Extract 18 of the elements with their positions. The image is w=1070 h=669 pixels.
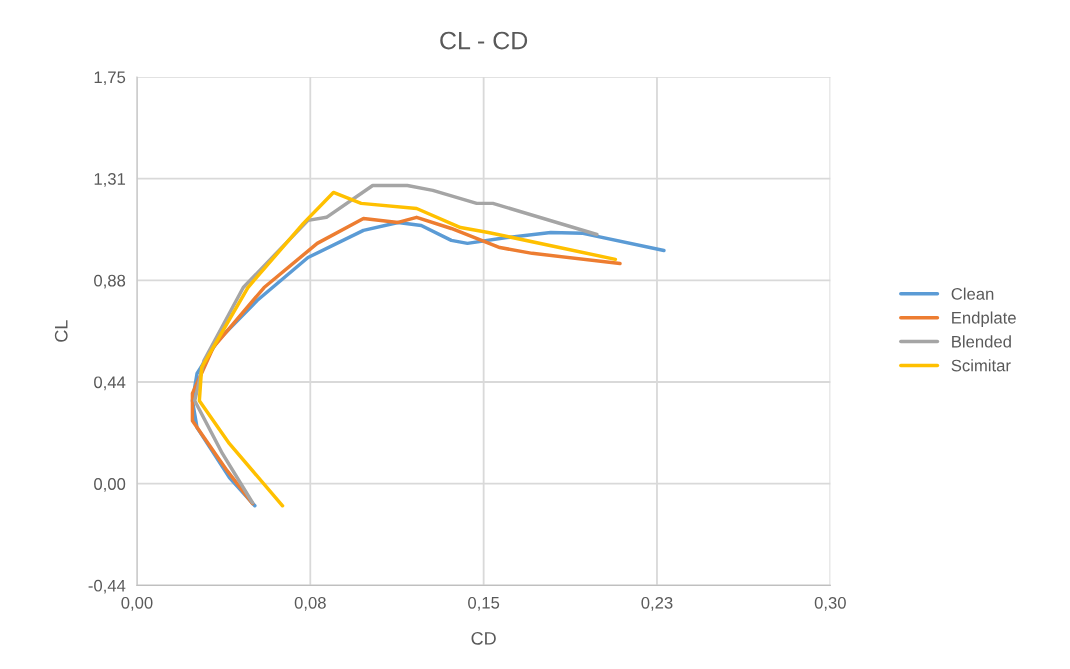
y-tick-label: 0,88 bbox=[94, 274, 126, 289]
legend-label: Scimitar bbox=[951, 359, 1011, 372]
chart-title: CL - CD bbox=[440, 31, 528, 50]
x-tick-label: 0,15 bbox=[468, 596, 500, 611]
x-tick-label: 0,23 bbox=[641, 596, 673, 611]
x-tick-label: 0,00 bbox=[121, 596, 153, 611]
y-tick-label: 0,44 bbox=[94, 376, 126, 391]
x-tick-label: 0,08 bbox=[294, 596, 326, 611]
legend-label: Endplate bbox=[952, 311, 1016, 327]
y-tick-label: 1,75 bbox=[94, 71, 126, 86]
y-axis-title: CL bbox=[54, 320, 68, 342]
x-axis-title: CD bbox=[471, 631, 496, 645]
x-tick-label: 0,30 bbox=[814, 596, 846, 611]
legend-label: Blended bbox=[952, 335, 1011, 348]
legend-label: Clean bbox=[951, 287, 994, 300]
y-tick-label: 0,00 bbox=[94, 478, 126, 492]
y-tick-label: 1,31 bbox=[94, 173, 126, 187]
y-tick-label: -0,44 bbox=[88, 579, 126, 594]
